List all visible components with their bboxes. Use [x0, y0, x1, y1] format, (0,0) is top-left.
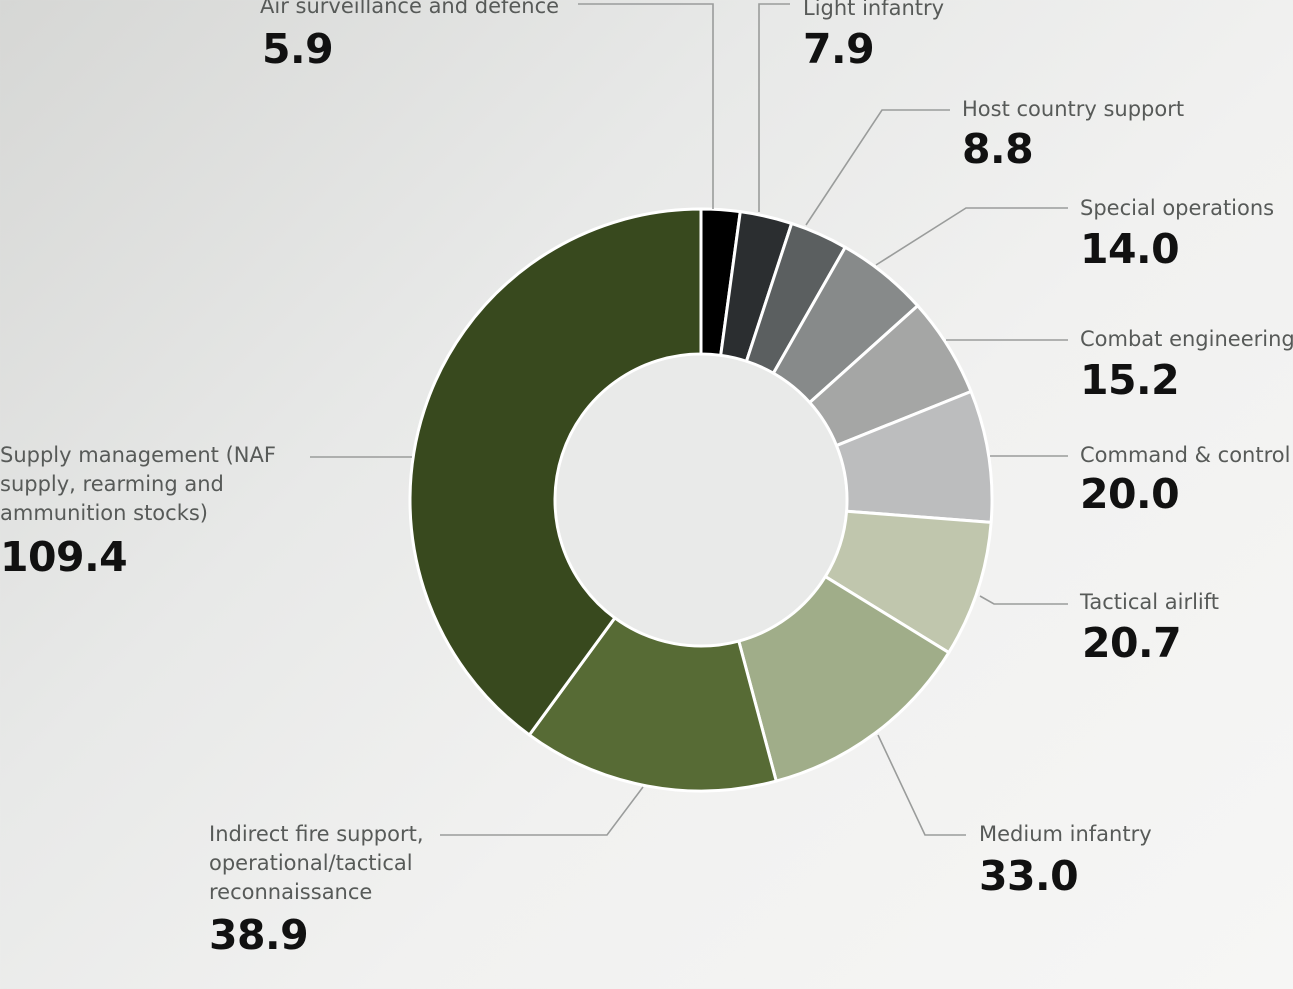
value-indirect-fire-support: 38.9: [209, 911, 309, 959]
value-light-infantry: 7.9: [803, 25, 875, 73]
label-light-infantry: Light infantry: [803, 0, 945, 20]
donut-hole: [556, 355, 846, 645]
leader-line-medium-infantry: [877, 734, 966, 836]
leader-line-host-country-support: [805, 109, 950, 226]
label-supply-management: Supply management (NAF supply, rearming …: [0, 443, 276, 525]
slice-medium-infantry: [737, 575, 951, 783]
leader-line-tactical-airlift: [979, 595, 1068, 605]
slice-supply-management: [408, 207, 703, 737]
label-medium-infantry: Medium infantry: [979, 822, 1152, 846]
label-tactical-airlift: Tactical airlift: [1080, 590, 1220, 614]
label-combat-engineering: Combat engineering: [1080, 327, 1293, 351]
leader-line-special-operations: [875, 207, 1068, 266]
label-special-operations: Special operations: [1080, 196, 1275, 220]
value-air-surveillance: 5.9: [262, 25, 334, 73]
value-tactical-airlift: 20.7: [1082, 619, 1182, 667]
value-medium-infantry: 33.0: [979, 852, 1079, 900]
leader-line-light-infantry: [758, 3, 790, 212]
value-supply-management: 109.4: [0, 533, 128, 581]
value-host-country-support: 8.8: [962, 125, 1034, 173]
value-command-control: 20.0: [1080, 470, 1180, 518]
value-combat-engineering: 15.2: [1080, 356, 1180, 404]
leader-line-air-surveillance: [578, 3, 714, 209]
label-command-control: Command & control: [1080, 443, 1291, 467]
leader-line-indirect-fire-support: [440, 786, 644, 836]
label-host-country-support: Host country support: [962, 97, 1185, 121]
value-special-operations: 14.0: [1080, 225, 1180, 273]
label-indirect-fire-support: Indirect fire support, operational/tacti…: [209, 822, 424, 904]
label-air-surveillance: Air surveillance and defence: [260, 0, 560, 18]
slice-indirect-fire-support: [527, 616, 778, 793]
